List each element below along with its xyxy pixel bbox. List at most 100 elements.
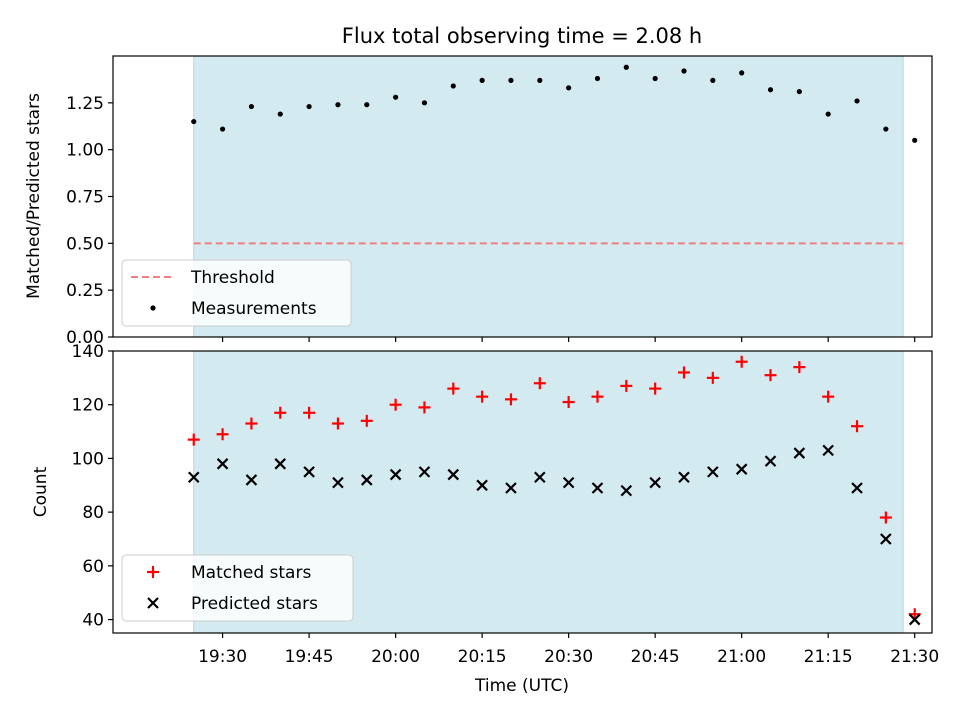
- predicted-stars-point: [274, 458, 287, 470]
- measurement-point: [364, 102, 370, 108]
- predicted-legend-label: Predicted stars: [191, 594, 318, 614]
- matched-stars-point: [851, 420, 864, 433]
- measurement-point: [479, 77, 485, 83]
- matched-stars-point: [591, 390, 604, 403]
- matched-stars-point: [649, 382, 662, 395]
- matched-stars-point: [562, 396, 575, 409]
- measurement-point: [767, 87, 774, 93]
- matched-stars-point: [245, 417, 258, 430]
- predicted-stars-point: [216, 458, 229, 470]
- threshold-legend-label: Threshold: [190, 268, 275, 288]
- predicted-stars-point: [707, 466, 719, 478]
- y-tick-label: 0.50: [66, 234, 104, 254]
- y-tick-label: 0.00: [66, 328, 104, 348]
- x-tick-label: 20:30: [544, 647, 593, 667]
- predicted-stars-point: [360, 474, 373, 486]
- measurement-point: [393, 94, 399, 100]
- y-tick-label: 0.25: [66, 281, 104, 301]
- measurements-legend-swatch: [150, 305, 156, 311]
- predicted-stars-point: [245, 474, 258, 486]
- count-panel: 19:30 19:45 20:00 20:15 20:30 20:45 21:00 21:15…: [31, 342, 939, 696]
- x-tick-label: 21:00: [717, 647, 766, 667]
- matched-stars-point: [677, 366, 690, 379]
- x-tick-label: 21:15: [804, 647, 853, 667]
- measurement-point: [335, 102, 341, 108]
- predicted-stars-point: [649, 476, 661, 489]
- measurement-point: [566, 85, 572, 91]
- predicted-stars-point: [534, 471, 546, 484]
- measurement-point: [796, 88, 802, 95]
- measurement-point: [191, 118, 197, 125]
- predicted-stars-point: [389, 468, 402, 481]
- ratio-legend: Threshold Measurements: [121, 259, 352, 327]
- y-tick-label: 100: [72, 449, 104, 469]
- predicted-stars-point: [764, 455, 777, 467]
- matched-stars-point: [822, 390, 835, 403]
- matched-stars-point: [793, 361, 806, 374]
- predicted-stars-point: [620, 484, 633, 497]
- matched-stars-point: [418, 401, 431, 414]
- predicted-legend-swatch: [147, 597, 159, 609]
- predicted-stars-point: [908, 613, 921, 626]
- measurement-point: [508, 77, 514, 83]
- x-tick-label: 21:30: [890, 647, 939, 667]
- matched-stars-point: [274, 406, 287, 419]
- predicted-stars-point: [447, 468, 460, 481]
- measurement-point: [710, 77, 716, 83]
- matched-stars-point: [533, 377, 546, 390]
- matched-stars-point: [504, 393, 517, 406]
- matched-stars-point: [706, 371, 719, 384]
- y-tick-label: 40: [82, 611, 104, 631]
- measurement-point: [450, 83, 456, 89]
- measurements-legend-label: Measurements: [191, 299, 317, 319]
- matched-stars-point: [476, 390, 489, 403]
- x-tick-label: 19:45: [285, 647, 334, 667]
- measurement-point: [681, 68, 687, 74]
- predicted-stars-point: [880, 533, 892, 545]
- measurement-point: [306, 103, 312, 110]
- matched-stars-point: [447, 382, 460, 395]
- measurement-point: [277, 111, 283, 117]
- matched-stars-point: [620, 379, 633, 392]
- matched-stars-point: [879, 511, 892, 524]
- predicted-stars-point: [562, 476, 575, 489]
- count-legend: Matched stars Predicted stars: [121, 554, 354, 622]
- matched-stars-point: [389, 398, 402, 411]
- measurement-point: [594, 75, 601, 82]
- predicted-stars-point: [303, 466, 315, 478]
- measurement-point: [912, 137, 918, 143]
- measurement-point: [248, 103, 255, 110]
- y-tick-label: 0.75: [66, 188, 104, 208]
- chart-title: Flux total observing time = 2.08 h: [342, 24, 702, 48]
- measurement-point: [739, 70, 745, 76]
- x-axis-label: Time (UTC): [474, 676, 569, 696]
- matched-stars-point: [331, 417, 344, 430]
- predicted-stars-point: [735, 463, 748, 475]
- x-tick-label: 19:30: [198, 647, 247, 667]
- predicted-stars-point: [591, 482, 604, 494]
- measurement-point: [883, 126, 889, 132]
- predicted-stars-point: [418, 466, 431, 478]
- matched-stars-point: [187, 433, 200, 446]
- y-tick-label: 60: [82, 557, 104, 577]
- x-tick-label: 20:15: [458, 647, 507, 667]
- predicted-stars-point: [851, 482, 863, 494]
- measurement-point: [537, 77, 543, 83]
- predicted-stars-point: [187, 471, 200, 484]
- y-tick-label: 1.25: [66, 94, 104, 114]
- matched-stars-point: [216, 428, 229, 441]
- measurement-point: [854, 98, 860, 104]
- y-tick-label: 1.00: [66, 141, 104, 161]
- predicted-stars-point: [678, 471, 690, 484]
- matched-legend-swatch: [147, 566, 159, 578]
- count-y-axis-label: Count: [31, 466, 51, 517]
- predicted-stars-point: [476, 479, 488, 492]
- matched-stars-point: [735, 355, 748, 368]
- predicted-stars-point: [822, 444, 834, 457]
- measurement-point: [623, 64, 629, 70]
- y-tick-label: 80: [82, 503, 104, 523]
- matched-stars-point: [303, 406, 316, 419]
- predicted-stars-point: [505, 482, 517, 494]
- y-tick-label: 120: [72, 396, 104, 416]
